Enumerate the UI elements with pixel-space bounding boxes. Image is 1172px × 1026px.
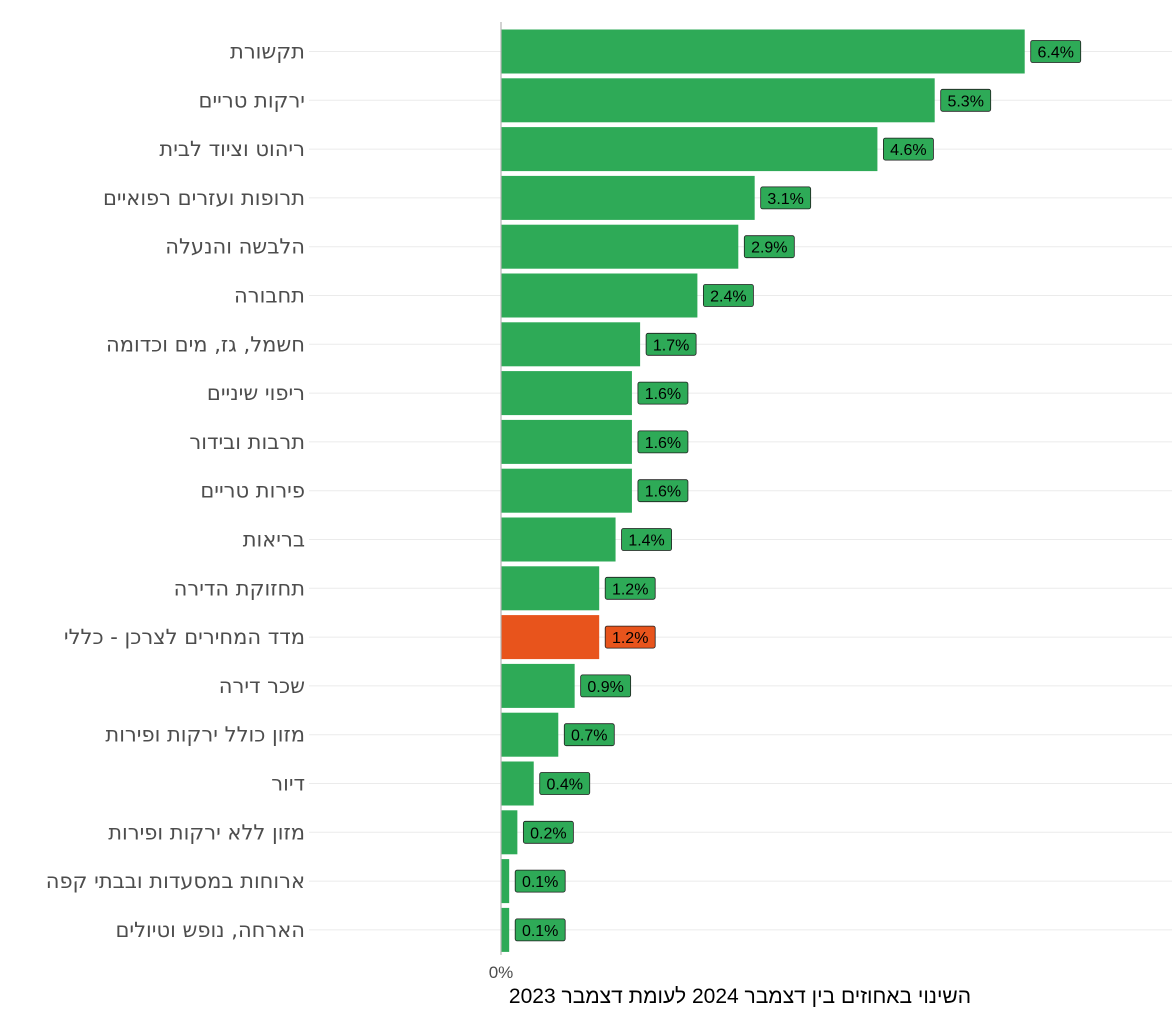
category-label: הארחה, נופש וטיולים (115, 918, 305, 942)
category-label: ארוחות במסעדות ובבתי קפה (46, 869, 305, 893)
category-label: תחבורה (234, 284, 305, 308)
value-label: 3.1% (767, 191, 803, 208)
value-label-box (940, 88, 992, 112)
value-label-box (604, 625, 656, 649)
category-label: תרופות ועזרים רפואיים (103, 186, 305, 210)
value-label-box (702, 284, 754, 307)
value-label: 0.7% (571, 728, 607, 745)
bar (501, 566, 600, 611)
category-label: דיור (271, 772, 305, 796)
category-labels: תקשורת ירקות טריים ריהוט וציוד לבית תרופות … (46, 40, 305, 942)
value-label-box (621, 528, 672, 551)
category-label: מזון ללא ירקות ופירות (108, 820, 305, 844)
bar (501, 468, 632, 513)
value-label-box (637, 479, 689, 503)
category-label: תקשורת (230, 40, 305, 64)
gridlines (309, 51, 1172, 931)
value-label-box (604, 576, 656, 600)
category-label: ריפוי שיניים (207, 381, 305, 405)
bar (501, 371, 632, 416)
x-axis-title: השינוי באחוזים בין דצמבר 2024 לעומת דצמב… (509, 985, 971, 1008)
bar (501, 517, 616, 562)
value-label-box (522, 820, 574, 844)
value-label: 1.2% (612, 630, 648, 647)
value-label-box (637, 430, 689, 454)
category-label: הלבשה והנעלה (165, 235, 305, 259)
value-labels: 6.4% 5.3% 4.6% 3.1% 2.9% 2.4% 1.7% 1.6% 1.6% 1.6%… (514, 40, 1082, 942)
bar (501, 29, 1025, 74)
value-label-box (563, 723, 615, 747)
bar (501, 663, 575, 708)
value-label-box (883, 137, 934, 161)
bar (501, 322, 641, 367)
bar (501, 175, 755, 220)
bar (501, 127, 878, 172)
value-label: 6.4% (1037, 45, 1073, 62)
bar (501, 761, 534, 806)
value-label: 0.1% (522, 923, 558, 940)
value-label-box (514, 869, 566, 893)
value-label: 1.7% (653, 337, 689, 354)
category-label: ירקות טריים (199, 88, 305, 112)
bars (501, 29, 1025, 952)
value-label: 0.2% (530, 825, 566, 842)
bar (501, 273, 698, 318)
value-label: 2.9% (751, 240, 787, 257)
category-label: פירות טריים (200, 479, 305, 503)
bar (501, 712, 559, 757)
category-label: בריאות (243, 528, 305, 552)
value-label: 0.4% (546, 777, 582, 794)
value-label: 0.9% (587, 679, 623, 696)
bar (501, 615, 600, 660)
bar (501, 419, 632, 464)
value-label: 1.6% (645, 435, 681, 452)
bar (501, 907, 510, 952)
bar (501, 78, 935, 123)
value-label: 0.1% (522, 874, 558, 891)
value-label-box (539, 772, 591, 795)
category-label: חשמל, גז, מים וכדומה (106, 332, 305, 356)
value-label: 1.4% (628, 533, 664, 550)
value-label-box (514, 918, 566, 942)
value-label-box (1030, 40, 1082, 63)
bar (501, 224, 739, 269)
category-label: שכר דירה (219, 674, 305, 698)
value-label: 5.3% (947, 93, 983, 110)
value-label-box (645, 332, 697, 356)
category-label: מדד המחירים לצרכן - כללי (64, 625, 305, 649)
value-label-box (580, 674, 632, 698)
category-label: מזון כולל ירקות ופירות (105, 723, 305, 747)
value-label: 4.6% (890, 142, 926, 159)
value-label: 2.4% (710, 289, 746, 306)
x-tick-label: 0% (489, 963, 514, 982)
value-label-box (760, 186, 812, 210)
value-label: 1.2% (612, 581, 648, 598)
value-label-box (637, 381, 689, 405)
category-label: תרבות ובידור (189, 430, 305, 454)
bar (501, 810, 518, 855)
value-label: 1.6% (645, 484, 681, 501)
category-label: תחזוקת הדירה (174, 576, 305, 600)
category-label: ריהוט וציוד לבית (159, 137, 305, 161)
value-label: 1.6% (645, 386, 681, 403)
value-label-box (743, 235, 795, 259)
bar (501, 859, 510, 904)
